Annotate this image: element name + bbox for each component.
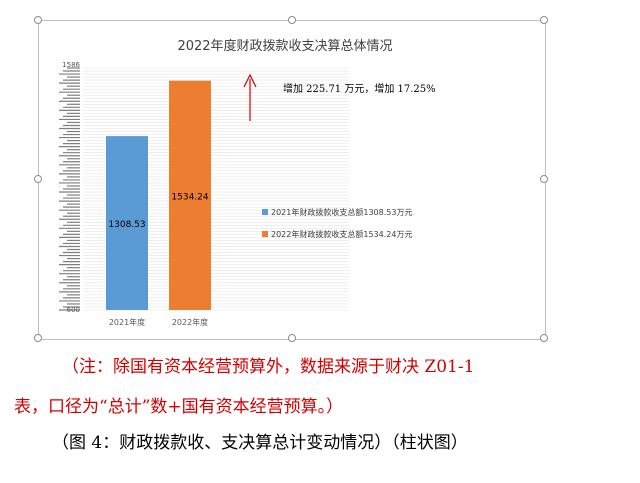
x-tick-label: 2022年度: [172, 317, 208, 327]
legend-label: 2022年财政拨款收支总额1534.24万元: [271, 229, 412, 239]
resize-handle-top-left[interactable]: [34, 16, 42, 24]
data-label: 1308.53: [108, 220, 145, 230]
resize-handle-right[interactable]: [540, 175, 548, 183]
resize-handle-bottom-left[interactable]: [34, 334, 42, 342]
bar-2022年度: [169, 80, 211, 311]
bars: 1308.53 2021年度 1534.24 2022年度: [106, 80, 211, 327]
resize-handle-top-right[interactable]: [540, 16, 548, 24]
resize-handle-bottom[interactable]: [288, 334, 296, 342]
bar-2021年度: [106, 136, 148, 310]
y-tick-label: 600: [67, 306, 80, 314]
resize-handle-top[interactable]: [288, 16, 296, 24]
increase-annotation: 增加 225.71 万元，增加 17.25%: [283, 82, 436, 95]
note-line-2: 表，口径为“总计”数+国有资本经营预算。）: [14, 397, 344, 417]
data-label: 1534.24: [171, 192, 208, 202]
bar-chart: 2022年度财政拨款收支决算总体情况 1586 600 1308.53 2021年度…: [59, 38, 436, 327]
legend-swatch: [262, 209, 268, 215]
figure-caption: （图 4：财政拨款收、支决算总计变动情况）（柱状图）: [52, 433, 468, 453]
chart-title: 2022年度财政拨款收支决算总体情况: [177, 38, 392, 54]
legend-label: 2021年财政拨款收支总额1308.53万元: [271, 207, 412, 217]
legend: 2021年财政拨款收支总额1308.53万元 2022年财政拨款收支总额1534.…: [262, 207, 412, 239]
y-axis-ticks: 1586 600: [59, 61, 81, 314]
note-line-1: （注：除国有资本经营预算外，数据来源于财决 Z01-1: [62, 357, 475, 377]
legend-swatch: [262, 231, 268, 237]
chart-frame[interactable]: 2022年度财政拨款收支决算总体情况 1586 600 1308.53 2021年度…: [34, 16, 548, 342]
resize-handle-bottom-right[interactable]: [540, 334, 548, 342]
x-tick-label: 2021年度: [109, 317, 145, 327]
increase-arrow: [243, 73, 257, 121]
y-tick-label: 1586: [62, 61, 80, 69]
resize-handle-left[interactable]: [34, 175, 42, 183]
